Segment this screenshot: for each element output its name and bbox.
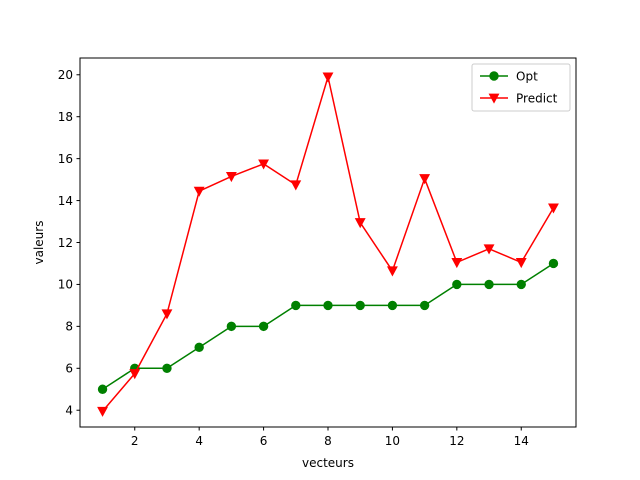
y-tick-label: 8: [65, 320, 73, 334]
legend-swatch-marker: [488, 93, 500, 104]
x-tick-label: 4: [195, 434, 203, 448]
plot-area: [79, 57, 577, 428]
data-point-predict: [97, 406, 108, 417]
data-point-opt: [484, 279, 494, 290]
data-point-opt: [97, 384, 108, 394]
data-point-opt: [258, 321, 269, 332]
data-point-opt: [387, 300, 398, 311]
data-point-predict: [354, 218, 366, 229]
legend-label: Opt: [516, 69, 538, 83]
data-point-predict: [193, 186, 205, 197]
legend-swatch-marker: [489, 71, 499, 81]
data-point-opt: [516, 279, 526, 290]
series-layer: [97, 72, 559, 417]
data-point-opt: [452, 279, 462, 290]
data-point-predict: [386, 266, 398, 277]
x-tick-label: 12: [449, 434, 464, 448]
data-point-predict: [419, 174, 431, 185]
data-point-opt: [291, 300, 301, 311]
data-point-opt: [162, 363, 172, 373]
x-tick-label: 2: [131, 434, 139, 448]
x-tick-label: 10: [385, 434, 400, 448]
x-axis-label: vecteurs: [302, 456, 354, 470]
data-point-predict: [161, 309, 173, 320]
y-tick-label: 14: [58, 194, 73, 208]
data-point-predict: [258, 159, 270, 170]
data-point-opt: [194, 342, 204, 353]
y-axis-label: valeurs: [32, 221, 46, 265]
legend: Opt Predict: [471, 63, 571, 112]
y-axis: 4 6 8 10 12 14 16 18 20: [58, 68, 80, 418]
data-point-predict: [483, 244, 495, 255]
legend-label: Predict: [516, 91, 558, 105]
data-point-opt: [226, 321, 237, 332]
y-tick-label: 16: [58, 152, 73, 166]
x-tick-label: 6: [260, 434, 268, 448]
legend-entry-opt: Opt: [480, 69, 538, 83]
x-tick-label: 8: [324, 434, 332, 448]
data-point-predict: [515, 258, 527, 269]
series-predict: [97, 72, 559, 417]
data-point-predict: [451, 258, 463, 269]
data-point-predict: [225, 172, 237, 183]
y-tick-label: 12: [58, 236, 73, 250]
legend-entry-predict: Predict: [480, 91, 558, 105]
y-tick-label: 20: [58, 68, 73, 82]
data-point-predict: [129, 369, 141, 380]
x-tick-label: 14: [514, 434, 529, 448]
data-point-opt: [419, 300, 430, 311]
data-point-opt: [548, 258, 559, 269]
y-tick-label: 6: [65, 362, 73, 376]
y-tick-label: 10: [58, 278, 73, 292]
data-point-opt: [355, 300, 365, 311]
data-point-predict: [322, 72, 334, 83]
y-tick-label: 18: [58, 110, 73, 124]
data-point-opt: [323, 300, 333, 311]
y-tick-label: 4: [65, 404, 73, 418]
x-axis: 2 4 6 8 10 12 14: [131, 427, 529, 448]
data-point-predict: [548, 203, 559, 214]
data-point-predict: [290, 180, 302, 191]
